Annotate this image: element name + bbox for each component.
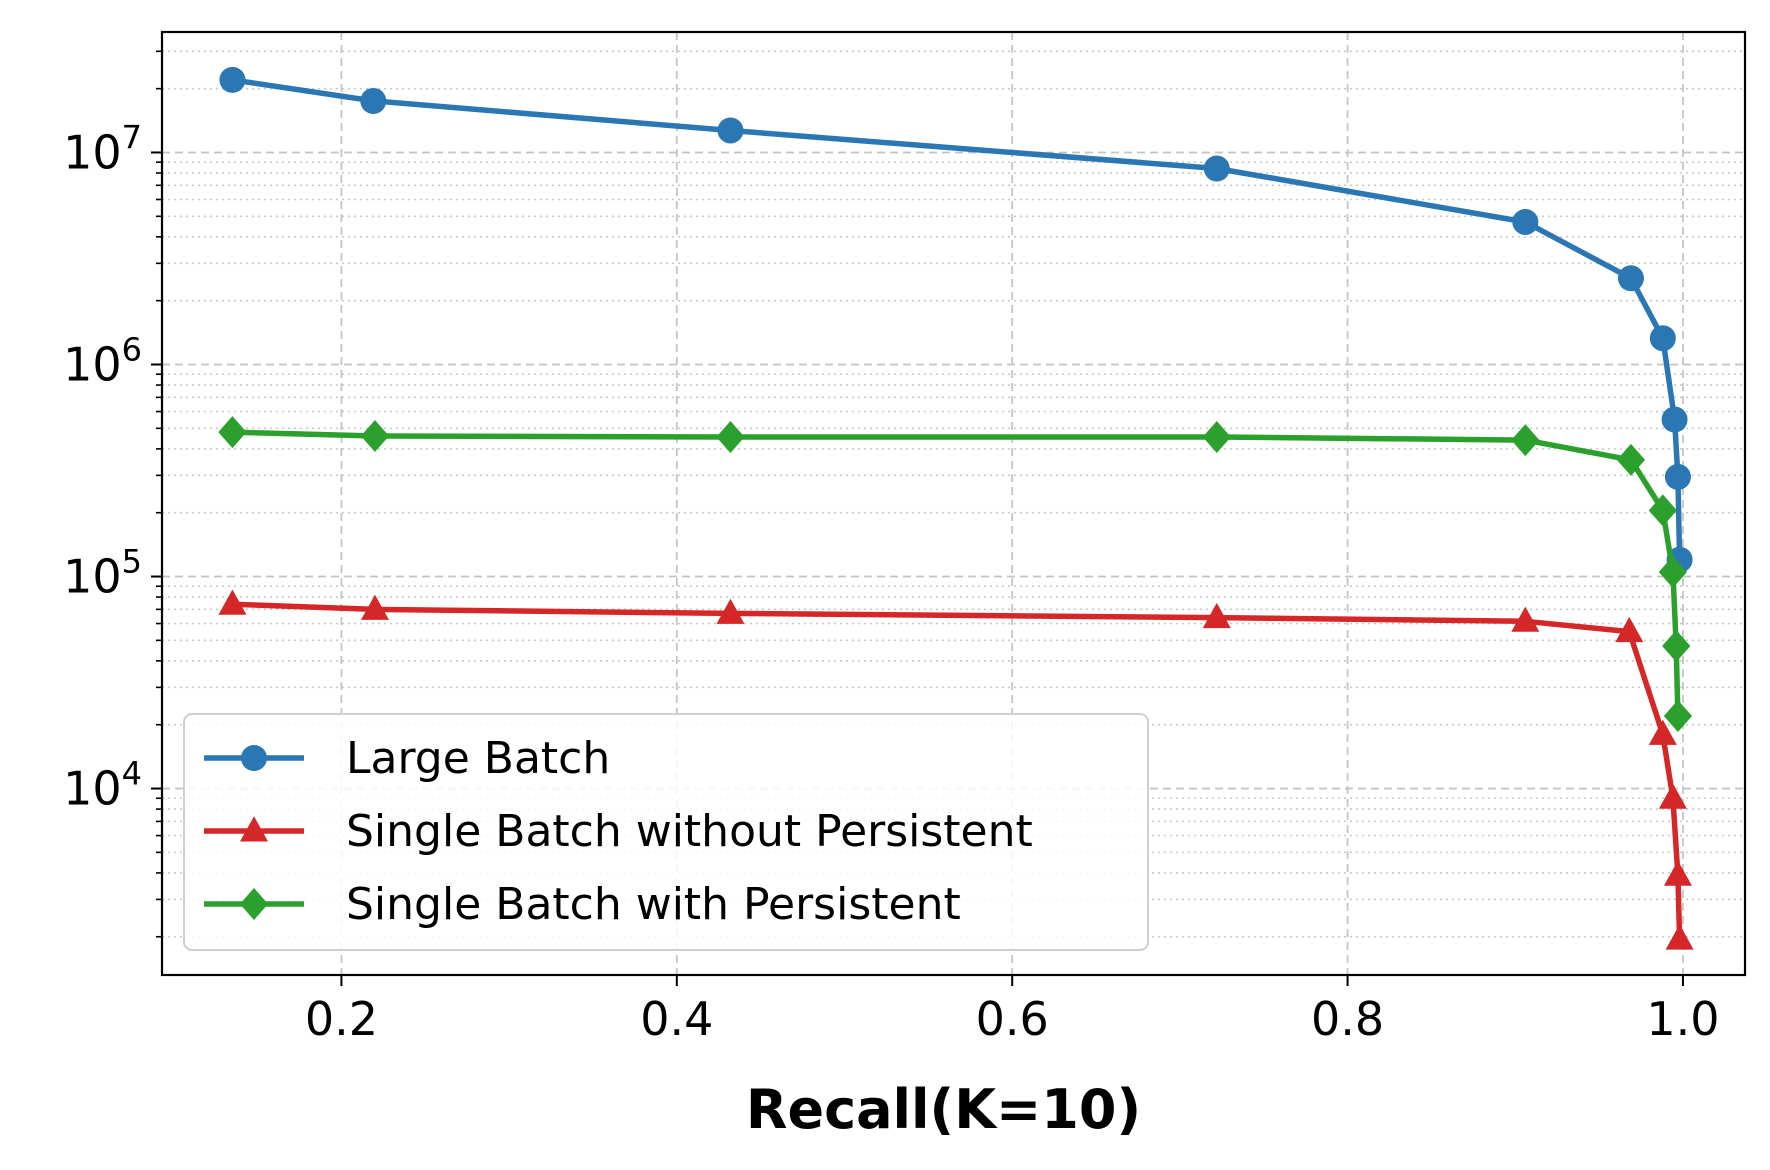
data-point: [1663, 860, 1692, 886]
data-point: [1203, 155, 1230, 182]
x-axis-label: Recall(K=10): [746, 1078, 1141, 1141]
y-tick-labels: 104 105 106 107: [63, 118, 142, 815]
data-point: [219, 66, 246, 93]
legend-marker: [241, 745, 267, 771]
data-point: [360, 419, 390, 452]
data-point: [1615, 616, 1644, 643]
x-tick-label: 1.0: [1646, 992, 1719, 1046]
data-point: [1662, 630, 1691, 663]
axis-ticks: [151, 50, 1684, 986]
y-tick-label: 104: [63, 755, 142, 816]
data-point: [360, 594, 389, 620]
data-point: [1663, 699, 1693, 732]
x-tick-label: 0.6: [976, 992, 1049, 1046]
series-1: [219, 66, 1693, 573]
data-point: [218, 589, 247, 615]
data-point: [1665, 924, 1694, 950]
series-line: [229, 77, 1683, 563]
series-line: [229, 429, 1681, 719]
data-point: [1202, 602, 1231, 629]
legend-marker: [239, 888, 269, 920]
legend-marker: [240, 816, 268, 842]
series-layer: [218, 66, 1694, 950]
plot-frame: [160, 30, 1747, 977]
x-tick-label: 0.8: [1311, 992, 1384, 1046]
x-tick-labels: 0.2 0.4 0.6 0.8 1.0: [305, 992, 1720, 1046]
data-point: [360, 87, 387, 114]
y-tick-label: 107: [63, 118, 142, 179]
data-point: [717, 117, 744, 144]
legend-box: [183, 713, 1149, 951]
data-point: [1648, 494, 1677, 527]
data-point: [218, 416, 247, 449]
data-point: [1616, 443, 1646, 476]
data-point: [1658, 783, 1687, 809]
series-3: [218, 416, 1693, 732]
legend-label: Single Batch without Persistent: [346, 806, 1033, 857]
data-point: [1511, 424, 1540, 457]
series-2: [218, 589, 1694, 950]
data-point: [716, 598, 745, 624]
data-point: [1664, 463, 1691, 490]
x-tick-label: 0.2: [305, 992, 378, 1046]
legend: Large Batch Single Batch without Persiste…: [183, 713, 1149, 951]
data-point: [1648, 719, 1677, 745]
data-point: [1658, 556, 1687, 589]
legend-label: Large Batch: [346, 733, 610, 784]
data-point: [1511, 606, 1540, 632]
data-point: [1617, 265, 1644, 292]
data-point: [1649, 325, 1676, 352]
x-tick-label: 0.4: [640, 992, 713, 1046]
data-point: [1661, 406, 1688, 433]
data-point: [1512, 208, 1539, 235]
y-tick-label: 105: [63, 543, 142, 604]
legend-label: Single Batch with Persistent: [346, 879, 961, 930]
data-point: [716, 421, 745, 454]
y-tick-label: 106: [63, 330, 142, 391]
series-line: [229, 601, 1683, 942]
data-point: [1202, 421, 1231, 454]
